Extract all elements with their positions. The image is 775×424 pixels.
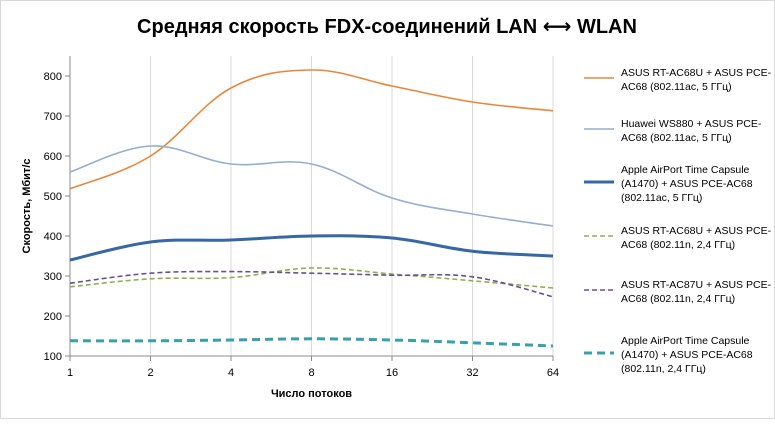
y-tick-label: 500 [44,191,62,203]
legend-label: ASUS RT-AC68U + ASUS PCE-AC68 (802.11n, … [621,225,772,251]
y-axis-label: Скорость, Мбит/с [21,159,33,254]
series-line-5 [69,270,554,298]
legend-label: Huawei WS880 + ASUS PCE-AC68 (802.11ac, … [621,118,762,144]
legend-label: ASUS RT-AC68U + ASUS PCE-AC68 (802.11ac,… [621,67,772,93]
x-tick-label: 16 [386,367,398,379]
y-tick-label: 300 [44,271,62,283]
x-tick-label: 64 [547,367,559,379]
y-tick-label: 100 [44,351,62,363]
y-tick-label: 600 [44,151,62,163]
legend-item: ASUS RT-AC87U + ASUS PCE-AC68 (802.11n, … [584,279,772,305]
legend: ASUS RT-AC68U + ASUS PCE-AC68 (802.11ac,… [584,67,772,375]
series-line-6 [69,337,554,348]
legend-item: ASUS RT-AC68U + ASUS PCE-AC68 (802.11n, … [584,225,772,251]
legend-label: Apple AirPort Time Capsule (A1470) + ASUS… [621,335,753,375]
x-tick-label: 1 [67,367,73,379]
y-tick-label: 700 [44,111,62,123]
series-line-1 [69,69,554,190]
x-tick-label: 4 [228,367,234,379]
y-tick-label: 800 [44,71,62,83]
y-tick-label: 200 [44,311,62,323]
x-tick-label: 32 [466,367,478,379]
y-tick-label: 400 [44,231,62,243]
legend-label: Apple AirPort Time Capsule (A1470) + ASUS… [621,164,753,204]
legend-item: ASUS RT-AC68U + ASUS PCE-AC68 (802.11ac,… [584,67,772,93]
legend-label: ASUS RT-AC87U + ASUS PCE-AC68 (802.11n, … [621,279,772,305]
series-line-3 [69,234,554,262]
series-line-2 [69,145,554,227]
x-axis-label: Число потоков [271,388,352,400]
legend-item: Apple AirPort Time Capsule (A1470) + ASUS… [584,335,753,375]
plot-area: 100 200 300 400 500 600 700 800 1 2 4 8 16 32 64 [44,56,559,379]
series-line-4 [69,267,554,289]
legend-item: Huawei WS880 + ASUS PCE-AC68 (802.11ac, … [584,118,762,144]
chart-title: Средняя скорость FDX-соединений LAN ⟷ WL… [137,16,637,38]
x-tick-label: 2 [147,367,153,379]
legend-item: Apple AirPort Time Capsule (A1470) + ASUS… [584,164,753,204]
x-tick-label: 8 [308,367,314,379]
